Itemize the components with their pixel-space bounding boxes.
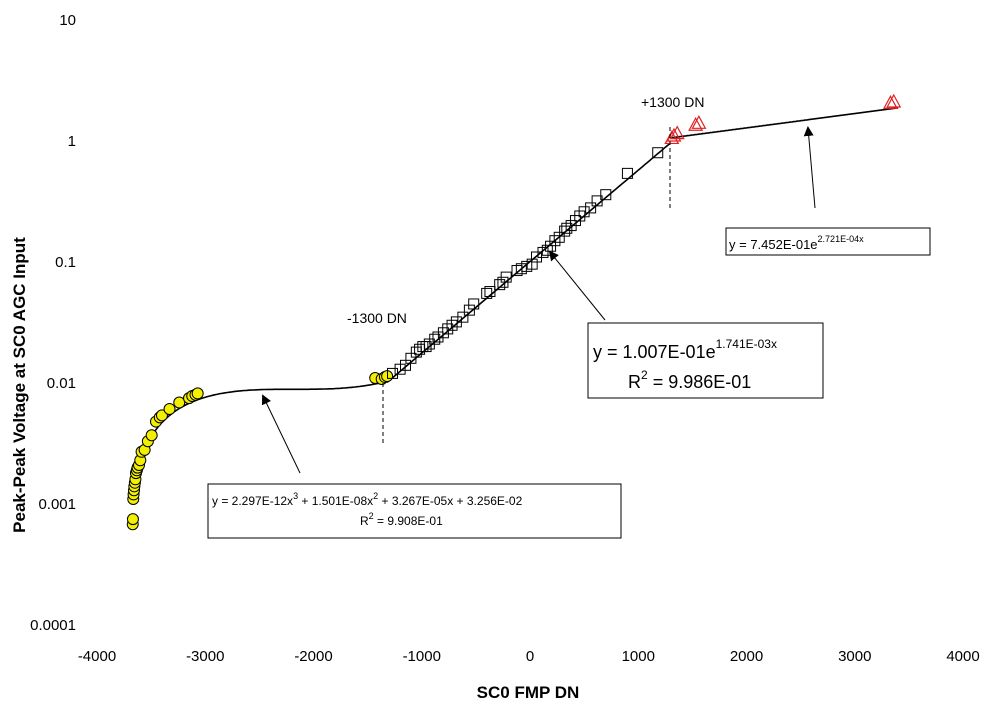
y-tick-label: 1 [68,133,76,150]
poly-exp-3: 3 [293,491,298,501]
poly-fit-box [207,483,622,539]
square-point [442,323,454,335]
square-point [387,367,399,379]
plus-1300-label: +1300 DN [641,94,704,110]
triangle-point [882,95,898,109]
x-axis-title: SC0 FMP DN [477,683,580,702]
fit-curve-3 [670,107,899,139]
circle-point [155,409,168,422]
poly-term-1: y = 2.297E-12x [212,494,293,508]
arrow-poly-fit [261,394,301,474]
exp-fit-middle-box [587,322,824,399]
poly-term-3: + 3.267E-05x + 3.256E-02 [378,494,522,508]
poly-fit-equation: y = 2.297E-12x3 + 1.501E-08x2 + 3.267E-0… [207,483,622,539]
x-tick-label: 1000 [622,648,655,665]
x-tick-label: -3000 [186,648,224,665]
x-tick-label: -2000 [294,648,332,665]
poly-exp-2: 2 [373,491,378,501]
y-tick-label: 0.0001 [30,617,76,634]
square-point [559,225,571,237]
square-point [484,286,496,298]
circle-point [126,513,139,526]
square-point [574,210,586,222]
x-tick-label: -4000 [78,648,116,665]
poly-fit-equation-text: y = 2.297E-12x3 + 1.501E-08x2 + 3.267E-0… [212,491,523,508]
square-point [600,189,612,201]
poly-r2-value: = 9.908E-01 [374,514,443,528]
exp-fit-upper-equation: y = 7.452E-01e2.721E-04x [725,227,931,256]
arrow-exp-fit-upper [803,126,816,209]
fit-lines [130,107,899,498]
y-tick-label: 0.01 [47,375,76,392]
circle-point [163,402,176,415]
square-point [578,206,590,218]
square-point [621,167,633,179]
square-point [457,311,469,323]
exp-fit-middle-text: y = 1.007E-01e1.741E-03x [593,337,777,362]
minus-1300-label: -1300 DN [347,310,407,326]
square-point [463,304,475,316]
square-point [591,195,603,207]
square-point [526,258,538,270]
square-point [537,246,549,258]
square-point [494,279,506,291]
exp-middle-exponent: 1.741E-03x [716,337,777,351]
triangle-point [669,125,685,140]
square-point [446,319,458,331]
triangle-point [666,127,682,142]
y-tick-label: 0.1 [55,254,76,271]
exp-fit-upper-box [725,227,931,256]
circle-point [173,396,186,409]
y-tick-label: 10 [59,12,76,29]
square-point [420,341,432,353]
triangle-point [886,93,902,108]
y-tick-label: 0.001 [38,496,76,513]
square-point [561,222,573,234]
square-point [429,333,441,345]
x-tick-label: 3000 [838,648,871,665]
exp-middle-r2-value: = 9.986E-01 [648,372,752,392]
square-point [585,202,597,214]
exp-upper-base: y = 7.452E-01e [729,237,818,252]
square-point [468,298,480,310]
arrow-exp-fit-middle [548,250,606,321]
square-point [500,271,512,283]
poly-term-2: + 1.501E-08x [298,494,373,508]
fit-curve-1 [130,380,388,498]
exp-fit-middle-r2-text: R2 = 9.986E-01 [628,368,751,392]
x-tick-label: 4000 [946,648,979,665]
data-markers [126,93,902,531]
circle-point [145,429,158,442]
exp-middle-base: y = 1.007E-01e [593,342,716,362]
exp-middle-r-letter: R [628,372,641,392]
square-point [541,244,553,256]
exp-middle-r-exp: 2 [641,368,648,382]
triangle-point [688,116,704,131]
square-point [410,346,422,358]
triangle-point [664,130,680,145]
y-axis-title: Peak-Peak Voltage at SC0 AGC Input [10,237,29,533]
exp-upper-exponent: 2.721E-04x [818,234,865,244]
poly-fit-r2-text: R2 = 9.908E-01 [360,511,443,528]
exp-fit-upper-text: y = 7.452E-01e2.721E-04x [729,234,864,252]
square-point [481,287,493,299]
square-point [437,327,449,339]
square-point [549,235,561,247]
circle-point [191,387,204,400]
poly-r-letter: R [360,514,369,528]
axes: -4000 -3000 -2000 -1000 0 1000 2000 3000 4000 0.0… [30,12,980,665]
poly-r-exp: 2 [369,511,374,521]
x-tick-label: 0 [526,648,534,665]
x-tick-label: -1000 [403,648,441,665]
triangle-point [691,115,707,129]
x-tick-label: 2000 [730,648,763,665]
exp-fit-middle-equation: y = 1.007E-01e1.741E-03x R2 = 9.986E-01 [587,322,824,399]
square-point [652,147,664,159]
